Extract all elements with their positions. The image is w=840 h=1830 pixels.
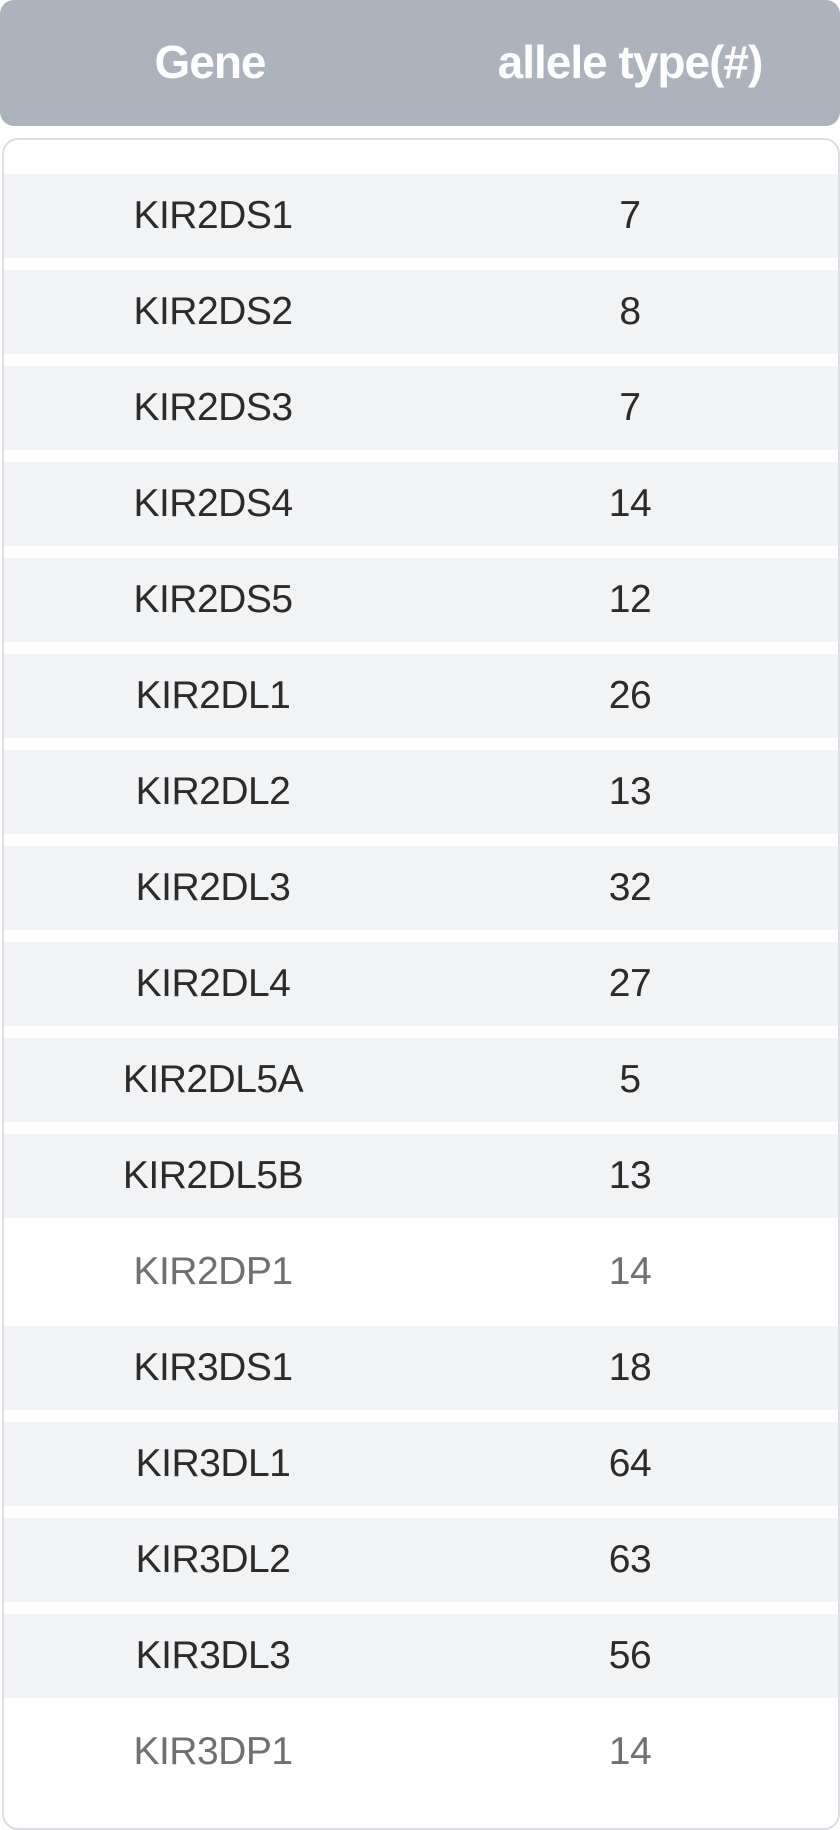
gene-cell: KIR2DS3 <box>133 386 293 429</box>
gene-cell: KIR2DL1 <box>135 674 291 717</box>
table-body: KIR2DS1 7 KIR2DS2 8 KIR2DS3 7 KIR2DS4 14… <box>2 138 840 1830</box>
gene-cell: KIR2DL2 <box>135 770 291 813</box>
gene-cell: KIR3DL3 <box>135 1634 291 1677</box>
allele-count-cell: 56 <box>608 1634 652 1677</box>
allele-count-cell: 12 <box>608 578 652 621</box>
gene-cell: KIR2DL4 <box>135 962 291 1005</box>
table-row: KIR3DS1 18 <box>4 1326 838 1410</box>
table-row: KIR2DS3 7 <box>4 366 838 450</box>
allele-count-cell: 27 <box>608 962 652 1005</box>
allele-count-cell: 5 <box>619 1058 641 1101</box>
table-row: KIR2DL1 26 <box>4 654 838 738</box>
allele-count-cell: 7 <box>619 386 641 429</box>
gene-cell: KIR2DL3 <box>135 866 291 909</box>
gene-cell: KIR2DS2 <box>133 290 293 333</box>
gene-cell: KIR2DL5B <box>122 1154 304 1197</box>
gene-cell: KIR3DS1 <box>133 1346 293 1389</box>
allele-count-cell: 14 <box>608 1250 652 1293</box>
table-row: KIR2DS1 7 <box>4 174 838 258</box>
table-row: KIR3DL2 63 <box>4 1518 838 1602</box>
gene-cell: KIR2DS4 <box>133 482 293 525</box>
gene-cell: KIR3DL2 <box>135 1538 291 1581</box>
allele-count-cell: 63 <box>608 1538 652 1581</box>
table-row: KIR2DL5A 5 <box>4 1038 838 1122</box>
gene-cell: KIR2DP1 <box>133 1250 293 1293</box>
allele-count-cell: 13 <box>608 1154 652 1197</box>
table-row: KIR3DP1 14 <box>4 1698 838 1806</box>
allele-count-cell: 32 <box>608 866 652 909</box>
allele-count-cell: 7 <box>619 194 641 237</box>
gene-cell: KIR2DL5A <box>122 1058 304 1101</box>
table-header: Gene allele type(#) <box>0 0 840 126</box>
allele-count-cell: 26 <box>608 674 652 717</box>
table-row: KIR2DL4 27 <box>4 942 838 1026</box>
table-row: KIR2DP1 14 <box>4 1218 838 1326</box>
column-header-gene: Gene <box>154 36 266 88</box>
table-row: KIR3DL3 56 <box>4 1614 838 1698</box>
allele-count-cell: 64 <box>608 1442 652 1485</box>
gene-cell: KIR2DS1 <box>133 194 293 237</box>
allele-count-cell: 14 <box>608 482 652 525</box>
allele-count-cell: 14 <box>608 1730 652 1773</box>
table-row: KIR3DL1 64 <box>4 1422 838 1506</box>
table-row: KIR2DL5B 13 <box>4 1134 838 1218</box>
gene-cell: KIR3DP1 <box>133 1730 293 1773</box>
table-row: KIR2DL3 32 <box>4 846 838 930</box>
allele-count-cell: 18 <box>608 1346 652 1389</box>
table-row: KIR2DS4 14 <box>4 462 838 546</box>
table-row: KIR2DL2 13 <box>4 750 838 834</box>
allele-count-cell: 8 <box>619 290 641 333</box>
table-row: KIR2DS5 12 <box>4 558 838 642</box>
table-row: KIR2DS2 8 <box>4 270 838 354</box>
column-header-allele-type: allele type(#) <box>497 36 764 88</box>
gene-cell: KIR3DL1 <box>135 1442 291 1485</box>
gene-cell: KIR2DS5 <box>133 578 293 621</box>
allele-count-cell: 13 <box>608 770 652 813</box>
